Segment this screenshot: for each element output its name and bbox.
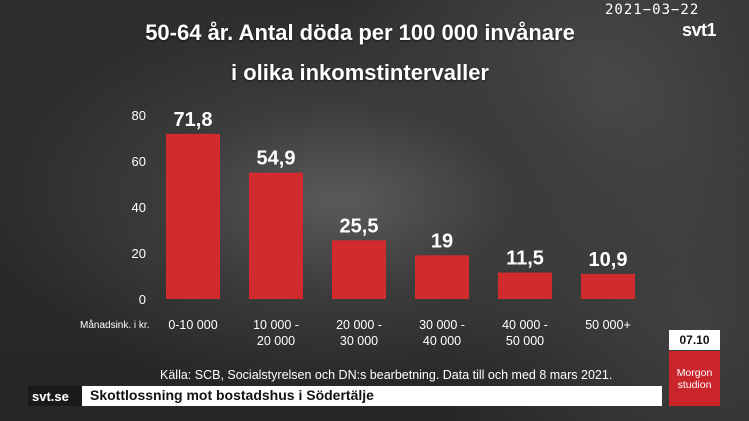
x-tick-label: 20 000 - xyxy=(336,318,382,332)
bar-value-label: 25,5 xyxy=(340,215,379,237)
bar-value-label: 54,9 xyxy=(257,148,296,170)
ticker-brand: svt.se xyxy=(28,386,82,406)
x-tick-label: 40 000 xyxy=(423,334,461,348)
show-logo-badge: Morgon studion xyxy=(669,351,720,406)
x-tick-label: 30 000 - xyxy=(419,318,465,332)
y-tick-label: 20 xyxy=(132,246,146,261)
bar xyxy=(249,172,303,299)
bar-value-label: 19 xyxy=(431,230,453,252)
broadcast-date: 2021−03−22 xyxy=(605,2,700,18)
x-axis-label: Månadsink. i kr. xyxy=(80,319,149,331)
source-note: Källa: SCB, Socialstyrelsen och DN:s bea… xyxy=(160,368,613,382)
x-tick-label: 50 000+ xyxy=(585,318,631,332)
ticker-headline: Skottlossning mot bostadshus i Södertälj… xyxy=(90,387,374,403)
x-tick-label: 40 000 - xyxy=(502,318,548,332)
y-tick-label: 40 xyxy=(132,200,146,215)
x-tick-label: 10 000 - xyxy=(253,318,299,332)
y-tick-label: 60 xyxy=(132,154,146,169)
show-logo-line1: Morgon xyxy=(676,366,713,379)
x-tick-label: 50 000 xyxy=(506,334,544,348)
y-tick-label: 0 xyxy=(139,292,146,307)
time-badge: 07.10 xyxy=(669,330,720,350)
channel-logo: svt1 xyxy=(682,20,717,40)
bar-value-label: 71,8 xyxy=(174,109,213,131)
chart-title-line2: i olika inkomstintervaller xyxy=(231,60,489,85)
bar xyxy=(415,255,469,299)
x-tick-label: 30 000 xyxy=(340,334,378,348)
bar xyxy=(581,273,635,299)
bar-value-label: 11,5 xyxy=(506,248,544,270)
bar xyxy=(166,133,220,299)
bar xyxy=(498,272,552,299)
bar xyxy=(332,240,386,299)
chart-title-line1: 50-64 år. Antal döda per 100 000 invånar… xyxy=(145,20,575,45)
news-ticker: svt.se Skottlossning mot bostadshus i Sö… xyxy=(28,386,662,406)
x-tick-label: 20 000 xyxy=(257,334,295,348)
show-logo-line2: studion xyxy=(677,378,712,391)
x-tick-label: 0-10 000 xyxy=(168,318,217,332)
y-tick-label: 80 xyxy=(132,108,146,123)
bar-value-label: 10,9 xyxy=(589,249,628,271)
